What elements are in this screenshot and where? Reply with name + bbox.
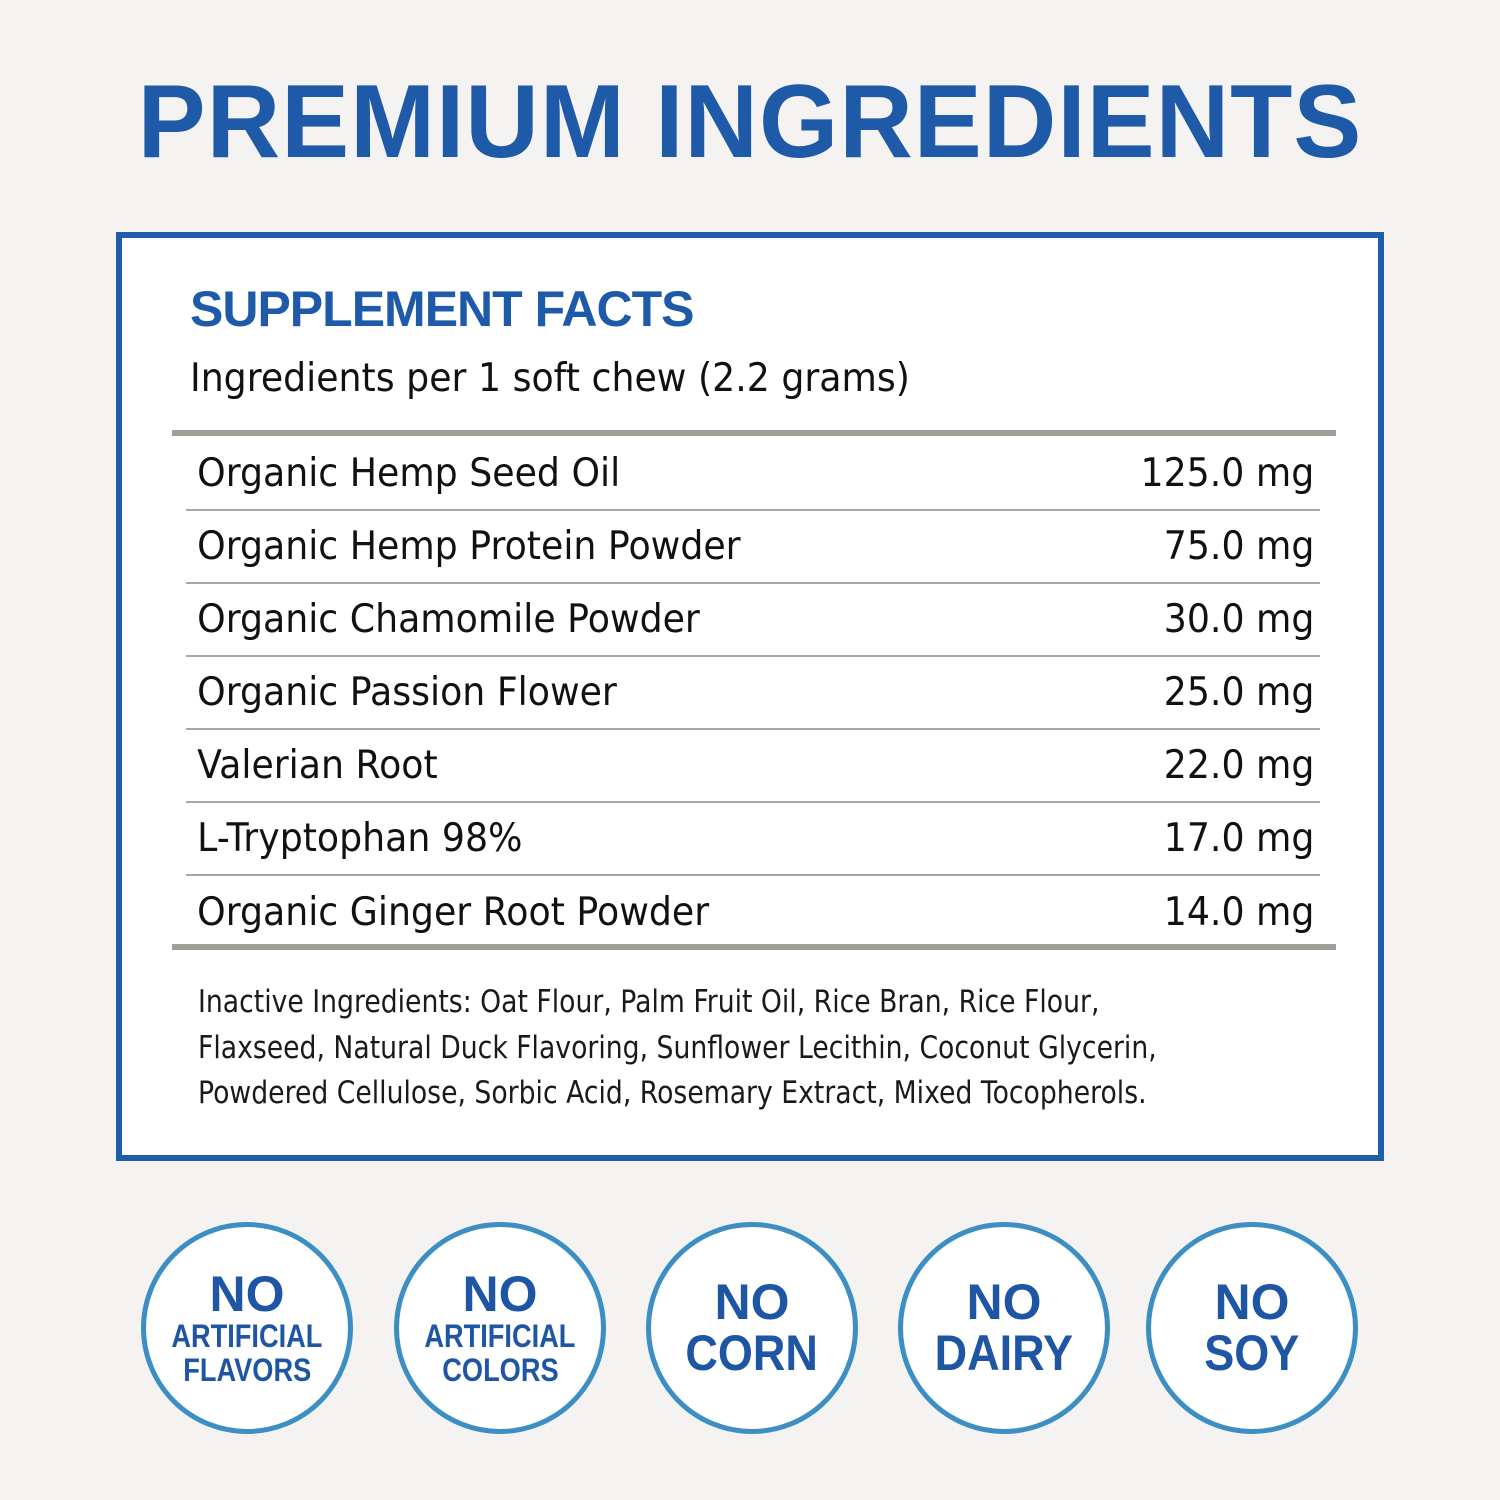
badge-no: NO [209, 1266, 285, 1322]
ingredient-name: Valerian Root [197, 743, 438, 788]
badge-line: ARTIFICIAL [171, 1318, 323, 1354]
serving-size: Ingredients per 1 soft chew (2.2 grams) [190, 356, 910, 401]
badge-line: COLORS [441, 1352, 559, 1388]
ingredient-amount: 75.0 mg [1163, 524, 1315, 569]
ingredient-name: Organic Ginger Root Powder [197, 890, 710, 935]
badge-no: NO [462, 1266, 538, 1322]
badge-no-soy: NO SOY [1146, 1222, 1358, 1434]
table-row: L-Tryptophan 98% 17.0 mg [186, 803, 1320, 876]
supplement-facts-heading: SUPPLEMENT FACTS [190, 281, 694, 337]
table-row: Organic Hemp Seed Oil 125.0 mg [186, 438, 1320, 511]
ingredient-name: Organic Hemp Protein Powder [197, 524, 741, 569]
badge-no-dairy: NO DAIRY [898, 1222, 1110, 1434]
ingredient-name: Organic Hemp Seed Oil [197, 451, 621, 496]
inactive-ingredients: Inactive Ingredients: Oat Flour, Palm Fr… [198, 980, 1333, 1117]
badge-line: DAIRY [934, 1325, 1074, 1381]
inactive-line: Powdered Cellulose, Sorbic Acid, Rosemar… [198, 1075, 1147, 1111]
badge-no: NO [966, 1274, 1042, 1330]
table-row: Organic Ginger Root Powder 14.0 mg [186, 876, 1320, 949]
ingredient-amount: 25.0 mg [1163, 670, 1315, 715]
inactive-line: Flaxseed, Natural Duck Flavoring, Sunflo… [198, 1029, 1157, 1066]
ingredient-amount: 30.0 mg [1163, 597, 1315, 642]
ingredients-table: Organic Hemp Seed Oil 125.0 mg Organic He… [186, 438, 1320, 949]
badge-no-artificial-flavors: NO ARTIFICIAL FLAVORS [141, 1222, 353, 1434]
badge-line: CORN [685, 1325, 819, 1381]
badge-line: FLAVORS [183, 1352, 311, 1388]
badge-line: ARTIFICIAL [424, 1318, 576, 1354]
top-rule [172, 430, 1336, 436]
table-row: Organic Passion Flower 25.0 mg [186, 657, 1320, 730]
table-row: Valerian Root 22.0 mg [186, 730, 1320, 803]
ingredient-amount: 14.0 mg [1163, 890, 1315, 935]
table-row: Organic Hemp Protein Powder 75.0 mg [186, 511, 1320, 584]
ingredient-amount: 22.0 mg [1163, 743, 1315, 788]
table-row: Organic Chamomile Powder 30.0 mg [186, 584, 1320, 657]
bottom-rule [172, 944, 1336, 950]
ingredient-name: Organic Passion Flower [197, 670, 617, 715]
ingredient-name: Organic Chamomile Powder [197, 597, 700, 642]
badge-no-corn: NO CORN [646, 1222, 858, 1434]
ingredient-name: L-Tryptophan 98% [197, 816, 523, 861]
badge-no: NO [714, 1274, 790, 1330]
badge-no: NO [1214, 1274, 1290, 1330]
badge-line: SOY [1204, 1325, 1300, 1381]
badge-no-artificial-colors: NO ARTIFICIAL COLORS [394, 1222, 606, 1434]
ingredient-amount: 125.0 mg [1140, 451, 1315, 496]
page-title: PREMIUM INGREDIENTS [137, 64, 1363, 180]
supplement-facts-panel: SUPPLEMENT FACTS Ingredients per 1 soft … [116, 232, 1384, 1161]
inactive-line: Inactive Ingredients: Oat Flour, Palm Fr… [198, 984, 1100, 1020]
ingredient-amount: 17.0 mg [1163, 816, 1315, 861]
